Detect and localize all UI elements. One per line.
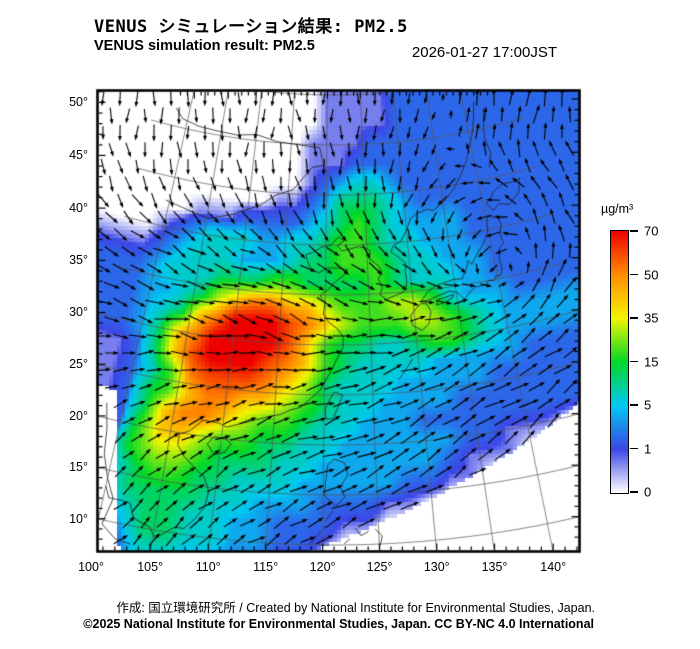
- colorbar-tick-label: 0: [644, 484, 652, 500]
- lon-tick-label: 100°: [78, 560, 104, 574]
- lat-tick-label: 30°: [69, 305, 88, 320]
- lat-tick-label: 50°: [69, 95, 88, 110]
- lat-tick-label: 35°: [69, 253, 88, 268]
- lat-tick-label: 25°: [69, 357, 88, 372]
- colorbar-tick-label: 35: [644, 310, 659, 326]
- lat-tick-label: 20°: [69, 408, 88, 423]
- colorbar-tick-label: 50: [644, 267, 659, 282]
- lon-tick-label: 130°: [423, 560, 450, 574]
- lon-tick-label: 105°: [137, 560, 164, 574]
- colorbar-tick-label: 5: [644, 397, 652, 413]
- lon-tick-label: 110°: [195, 560, 221, 574]
- lat-tick-label: 15°: [69, 460, 88, 475]
- colorbar-tick: [630, 230, 638, 232]
- lat-tick-label: 40°: [69, 201, 88, 216]
- colorbar-tick-label: 70: [644, 223, 659, 239]
- lat-tick-label: 45°: [69, 148, 88, 163]
- colorbar-tick: [630, 447, 638, 450]
- colorbar-tick-label: 1: [644, 441, 652, 456]
- colorbar-tick: [630, 404, 638, 406]
- lon-tick-label: 135°: [481, 560, 508, 574]
- colorbar-tick-label: 15: [644, 354, 659, 369]
- lon-tick-label: 140°: [540, 560, 567, 574]
- colorbar-unit-label: µg/m³: [601, 202, 634, 216]
- lon-tick-label: 115°: [253, 560, 279, 574]
- pm25-colorbar: 0 1 5 15 35 50 70: [610, 224, 658, 500]
- license-line: ©2025 National Institute for Environment…: [83, 617, 594, 631]
- colorbar-tick: [630, 360, 638, 363]
- colorbar-tick: [630, 273, 638, 276]
- lat-tick-label: 10°: [69, 511, 88, 526]
- lon-tick-label: 125°: [366, 560, 393, 574]
- credit-line: 作成: 国立環境研究所 / Created by National Instit…: [116, 601, 595, 615]
- colorbar-gradient: [611, 231, 628, 493]
- colorbar-tick: [630, 491, 638, 493]
- colorbar-tick: [630, 317, 638, 319]
- lon-tick-label: 120°: [309, 560, 336, 574]
